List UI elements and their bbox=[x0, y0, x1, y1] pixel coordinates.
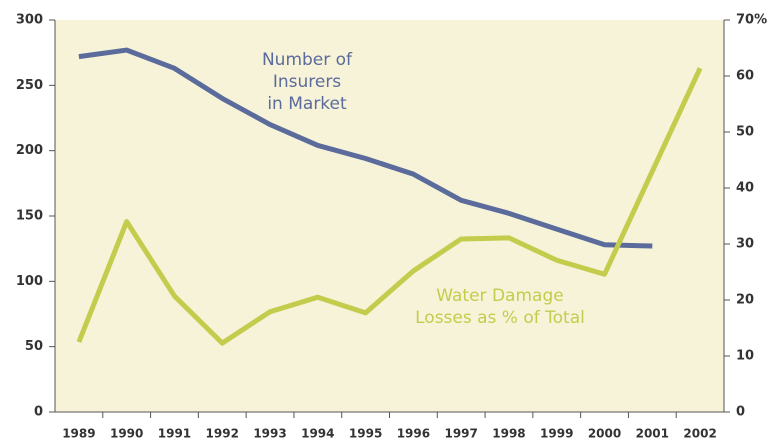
x-tick-label: 1995 bbox=[349, 427, 382, 441]
x-tick-label: 1991 bbox=[158, 427, 191, 441]
series-label: Insurers bbox=[273, 72, 341, 92]
x-tick-label: 1993 bbox=[253, 427, 286, 441]
y-tick-label: 250 bbox=[16, 78, 43, 93]
x-tick-label: 1998 bbox=[492, 427, 525, 441]
series-label: in Market bbox=[267, 94, 347, 114]
y2-tick-label: 50 bbox=[736, 125, 754, 140]
series-label: Losses as % of Total bbox=[415, 308, 585, 328]
y-tick-label: 150 bbox=[16, 209, 43, 224]
y2-tick-label: 70% bbox=[736, 13, 767, 28]
x-tick-label: 1997 bbox=[444, 427, 477, 441]
plot-background bbox=[55, 20, 724, 412]
y2-tick-label: 20 bbox=[736, 293, 754, 308]
y2-tick-label: 10 bbox=[736, 349, 754, 364]
line-series bbox=[76, 67, 703, 346]
x-tick-label: 2001 bbox=[636, 427, 669, 441]
series-label: Number of bbox=[262, 50, 353, 70]
y-tick-label: 50 bbox=[25, 339, 43, 354]
x-tick-label: 1990 bbox=[110, 427, 143, 441]
y-tick-label: 300 bbox=[16, 13, 43, 28]
x-tick-label: 1999 bbox=[540, 427, 573, 441]
x-tick-label: 1989 bbox=[62, 427, 95, 441]
x-tick-label: 1992 bbox=[206, 427, 239, 441]
y2-tick-label: 40 bbox=[736, 181, 754, 196]
x-tick-label: 2000 bbox=[588, 427, 621, 441]
y-tick-label: 100 bbox=[16, 274, 43, 289]
x-tick-label: 2002 bbox=[683, 427, 716, 441]
x-tick-label: 1994 bbox=[301, 427, 334, 441]
x-tick-label: 1996 bbox=[397, 427, 430, 441]
y-tick-label: 0 bbox=[34, 405, 43, 420]
y-tick-label: 200 bbox=[16, 143, 43, 158]
y2-tick-label: 30 bbox=[736, 237, 754, 252]
line-series bbox=[78, 47, 653, 249]
series-label: Water Damage bbox=[436, 286, 563, 306]
y2-tick-label: 0 bbox=[736, 405, 745, 420]
y2-tick-label: 60 bbox=[736, 69, 754, 84]
